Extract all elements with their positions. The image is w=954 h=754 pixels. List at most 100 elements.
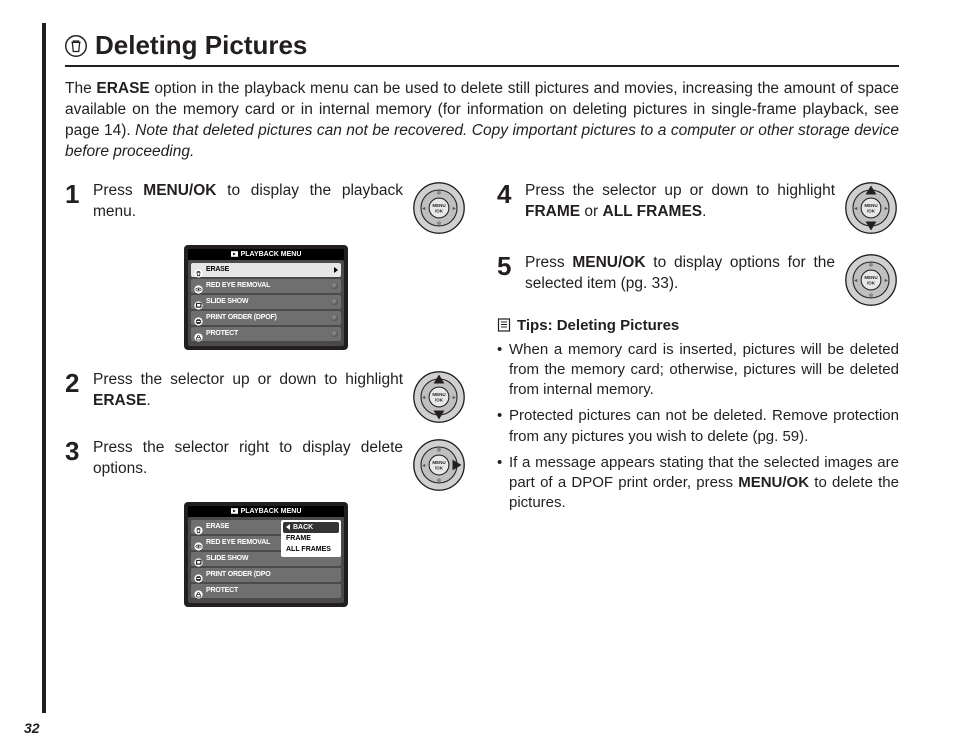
submenu-label: BACK bbox=[293, 524, 313, 531]
screen-1-wrap: PLAYBACK MENU ERASE RED EYE REMOVAL SLIDE … bbox=[65, 245, 467, 350]
step-text: Press the selector up or down to highlig… bbox=[525, 181, 835, 223]
step-5: 5 Press MENU/OK to display options for t… bbox=[497, 253, 899, 307]
left-column: 1 Press MENU/OK to display the playback … bbox=[65, 181, 467, 627]
step-text: Press MENU/OK to display the playback me… bbox=[93, 181, 403, 223]
menu-row-label: PROTECT bbox=[206, 587, 338, 594]
svg-text:/OK: /OK bbox=[867, 208, 876, 213]
tips-heading: Tips: Deleting Pictures bbox=[497, 317, 899, 334]
svg-text:/OK: /OK bbox=[867, 280, 876, 285]
step-num: 5 bbox=[497, 253, 517, 279]
menu-row: RED EYE REMOVAL bbox=[191, 279, 341, 293]
menu-row-label: ERASE bbox=[206, 266, 331, 273]
tips-list: When a memory card is inserted, pictures… bbox=[497, 340, 899, 514]
dot-icon bbox=[332, 283, 338, 289]
menu-row-label: PRINT ORDER (DPO bbox=[206, 571, 338, 578]
svg-text:◄: ◄ bbox=[421, 462, 426, 468]
intro-pre: The bbox=[65, 80, 96, 97]
lock-icon bbox=[194, 329, 203, 338]
dial-icon: MENU /OK ◄ ► bbox=[843, 181, 899, 235]
menu-row: SLIDE SHOW bbox=[191, 295, 341, 309]
selector-updown-icon: MENU /OK ◄ ► bbox=[844, 181, 898, 235]
lock-icon bbox=[194, 586, 203, 595]
intro-bold: ERASE bbox=[96, 80, 149, 97]
svg-text:MENU: MENU bbox=[432, 203, 445, 208]
submenu-row: BACK bbox=[283, 522, 339, 533]
title-row: Deleting Pictures bbox=[65, 30, 899, 67]
back-arrow-icon bbox=[286, 524, 290, 530]
selector-right-icon: MENU /OK ◄ bbox=[412, 438, 466, 492]
step-num: 4 bbox=[497, 181, 517, 207]
dial-icon: MENU /OK ◄ ► bbox=[843, 253, 899, 307]
menu-row: ERASE bbox=[191, 263, 341, 277]
tips-item: When a memory card is inserted, pictures… bbox=[497, 340, 899, 401]
menu-row-label: SLIDE SHOW bbox=[206, 298, 329, 305]
step-1: 1 Press MENU/OK to display the playback … bbox=[65, 181, 467, 235]
slide-icon bbox=[194, 554, 203, 563]
svg-text:►: ► bbox=[452, 205, 457, 211]
menu-row-label: PROTECT bbox=[206, 330, 329, 337]
trash-icon bbox=[65, 35, 87, 57]
dot-icon bbox=[332, 331, 338, 337]
screen-body: BACKFRAMEALL FRAMES ERASERED EYE REMOVAL… bbox=[188, 517, 344, 603]
screen-body: ERASE RED EYE REMOVAL SLIDE SHOW PRINT ORDE… bbox=[188, 260, 344, 346]
right-column: 4 Press the selector up or down to highl… bbox=[497, 181, 899, 627]
step-3: 3 Press the selector right to display de… bbox=[65, 438, 467, 492]
page-title: Deleting Pictures bbox=[95, 30, 307, 61]
print-icon bbox=[194, 570, 203, 579]
screen-2-wrap: PLAYBACK MENU BACKFRAMEALL FRAMES ERASER… bbox=[65, 502, 467, 607]
svg-text:◄: ◄ bbox=[853, 277, 858, 283]
step-text: Press the selector right to display dele… bbox=[93, 438, 403, 480]
screen-header: PLAYBACK MENU bbox=[188, 506, 344, 517]
svg-text:/OK: /OK bbox=[435, 465, 444, 470]
menu-row-label: RED EYE REMOVAL bbox=[206, 282, 329, 289]
menu-row: PROTECT bbox=[191, 584, 341, 598]
document-icon bbox=[497, 318, 511, 332]
submenu-row: FRAME bbox=[283, 533, 339, 544]
submenu-label: FRAME bbox=[286, 535, 311, 542]
svg-text:MENU: MENU bbox=[432, 460, 445, 465]
menu-row: PRINT ORDER (DPO bbox=[191, 568, 341, 582]
svg-text:►: ► bbox=[884, 277, 889, 283]
selector-ok-icon: MENU /OK ◄ ► bbox=[844, 253, 898, 307]
step-num: 2 bbox=[65, 370, 85, 396]
svg-text:◄: ◄ bbox=[853, 205, 858, 211]
playback-menu-screen-1: PLAYBACK MENU ERASE RED EYE REMOVAL SLIDE … bbox=[184, 245, 348, 350]
step-num: 1 bbox=[65, 181, 85, 207]
step-text: Press MENU/OK to display options for the… bbox=[525, 253, 835, 295]
step-2: 2 Press the selector up or down to highl… bbox=[65, 370, 467, 424]
svg-text:MENU: MENU bbox=[864, 203, 877, 208]
intro-italic: Note that deleted pictures can not be re… bbox=[65, 122, 899, 160]
arrow-right-icon bbox=[334, 267, 338, 273]
svg-text:/OK: /OK bbox=[435, 208, 444, 213]
step-4: 4 Press the selector up or down to highl… bbox=[497, 181, 899, 235]
dial-icon: MENU /OK ◄ bbox=[411, 438, 467, 492]
submenu-row: ALL FRAMES bbox=[283, 544, 339, 555]
menu-row: PRINT ORDER (DPOF) bbox=[191, 311, 341, 325]
submenu: BACK FRAME ALL FRAMES bbox=[281, 520, 341, 557]
menu-row: PROTECT bbox=[191, 327, 341, 341]
dial-icon: MENU /OK ◄ ► bbox=[411, 181, 467, 235]
intro-paragraph: The ERASE option in the playback menu ca… bbox=[65, 79, 899, 163]
menu-row-label: PRINT ORDER (DPOF) bbox=[206, 314, 329, 321]
svg-text:/OK: /OK bbox=[435, 397, 444, 402]
screen-header: PLAYBACK MENU bbox=[188, 249, 344, 260]
svg-text:◄: ◄ bbox=[421, 205, 426, 211]
selector-ok-icon: MENU /OK ◄ ► bbox=[412, 181, 466, 235]
selector-updown-icon: MENU /OK ◄ ► bbox=[412, 370, 466, 424]
eye-icon bbox=[194, 281, 203, 290]
dot-icon bbox=[332, 315, 338, 321]
dial-icon: MENU /OK ◄ ► bbox=[411, 370, 467, 424]
columns: 1 Press MENU/OK to display the playback … bbox=[65, 181, 899, 627]
slide-icon bbox=[194, 297, 203, 306]
submenu-label: ALL FRAMES bbox=[286, 546, 331, 553]
page-number: 32 bbox=[24, 720, 40, 736]
svg-text:►: ► bbox=[452, 394, 457, 400]
trash-icon bbox=[194, 265, 203, 274]
eye-icon bbox=[194, 538, 203, 547]
step-text: Press the selector up or down to highlig… bbox=[93, 370, 403, 412]
svg-text:MENU: MENU bbox=[432, 392, 445, 397]
svg-text:MENU: MENU bbox=[864, 275, 877, 280]
side-rule bbox=[42, 23, 46, 713]
svg-text:◄: ◄ bbox=[421, 394, 426, 400]
step-num: 3 bbox=[65, 438, 85, 464]
